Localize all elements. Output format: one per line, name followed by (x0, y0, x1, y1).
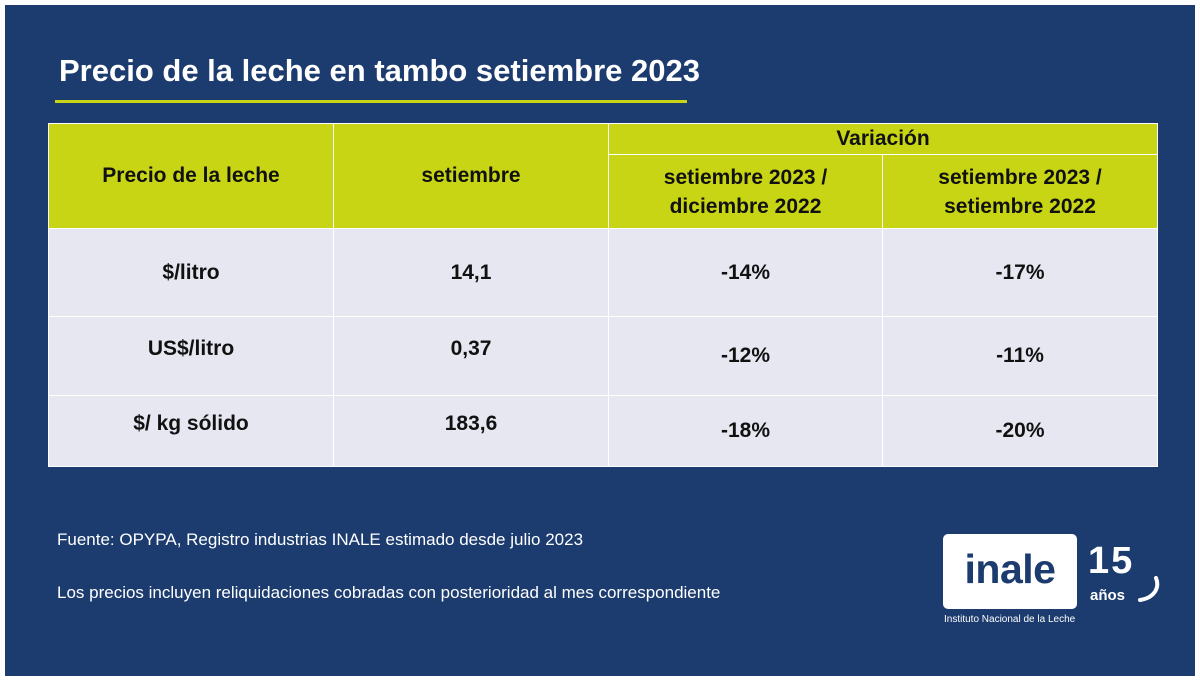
methodology-note: Los precios incluyen reliquidaciones cob… (57, 583, 721, 602)
row-var-set: -20% (881, 395, 1159, 467)
row-label: $/ kg sólido (48, 395, 334, 467)
row-value-text: 183,6 (444, 412, 498, 435)
logo-caption: Instituto Nacional de la Leche (944, 614, 1076, 625)
row-var-dic: -14% (608, 228, 883, 317)
table-row: US$/litro 0,37 -12% -11% (48, 316, 1159, 396)
header-variation-vs-dec: setiembre 2023 / diciembre 2022 (608, 154, 883, 229)
anniversary-number: 15 (1088, 540, 1135, 582)
header-variation-vs-set: setiembre 2023 / setiembre 2022 (881, 154, 1159, 229)
inale-logo: inale (943, 534, 1077, 609)
header-price-concept: Precio de la leche (48, 123, 334, 229)
row-value: 183,6 (333, 395, 609, 467)
logo-wordmark: inale (964, 546, 1056, 592)
price-table: Precio de la leche setiembre Variación s… (48, 123, 1159, 467)
header-variation-group: Variación (607, 123, 1159, 155)
table-row: $/litro 14,1 -14% -17% (48, 228, 1159, 317)
source-note: Fuente: OPYPA, Registro industrias INALE… (57, 530, 584, 549)
row-value-text: 0,37 (450, 337, 492, 360)
header-variation-vs-set-label: setiembre 2023 / setiembre 2022 (938, 165, 1102, 218)
row-var-set: -11% (881, 316, 1159, 396)
header-variation-vs-dec-label: setiembre 2023 / diciembre 2022 (663, 165, 828, 218)
row-label-text: $/ kg sólido (133, 412, 249, 435)
row-label: US$/litro (48, 316, 334, 396)
page-title: Precio de la leche en tambo setiembre 20… (59, 53, 700, 88)
title-underline (55, 100, 687, 103)
row-var-dic: -18% (608, 395, 883, 467)
row-value: 14,1 (333, 228, 609, 317)
header-month: setiembre (333, 123, 609, 229)
table-row: $/ kg sólido 183,6 -18% -20% (48, 395, 1159, 467)
row-var-set: -17% (881, 228, 1159, 317)
row-label-text: US$/litro (147, 337, 235, 360)
anniversary-word: años (1090, 587, 1126, 604)
row-var-dic: -12% (608, 316, 883, 396)
row-value: 0,37 (333, 316, 609, 396)
row-label: $/litro (48, 228, 334, 317)
swoosh-icon (1138, 576, 1160, 602)
